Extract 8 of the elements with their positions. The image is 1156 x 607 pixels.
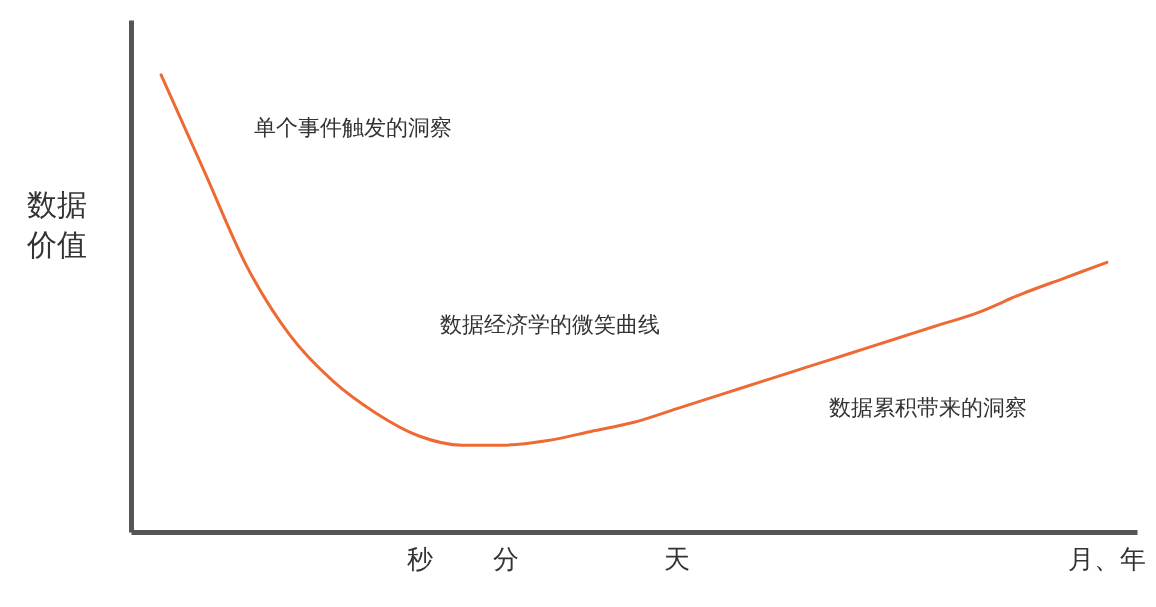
annotation: 数据经济学的微笑曲线 bbox=[440, 312, 660, 337]
x-tick-label: 分 bbox=[492, 543, 519, 574]
x-tick-label: 天 bbox=[664, 543, 691, 574]
x-tick-label: 月、年 bbox=[1068, 543, 1147, 574]
x-tick-label: 秒 bbox=[406, 543, 433, 574]
annotation: 单个事件触发的洞察 bbox=[254, 115, 452, 140]
annotation: 数据累积带来的洞察 bbox=[829, 395, 1027, 420]
y-axis-title: 数据价值 bbox=[25, 186, 87, 262]
